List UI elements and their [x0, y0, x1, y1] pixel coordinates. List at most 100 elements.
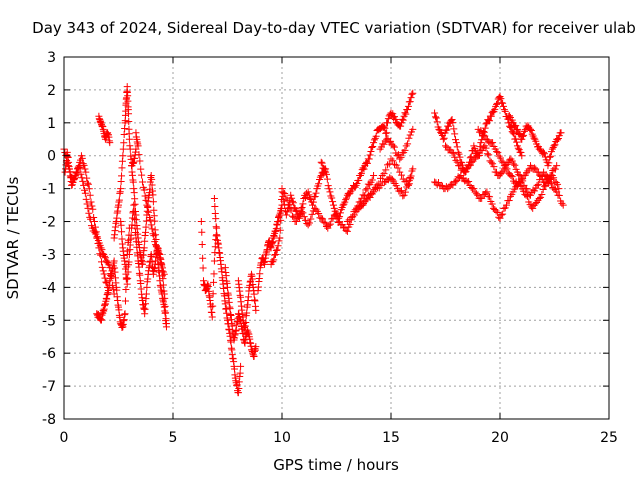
data-point — [486, 193, 494, 201]
data-point — [401, 178, 409, 186]
data-point — [368, 190, 376, 198]
y-tick-label: -7 — [42, 379, 56, 395]
data-point — [210, 278, 218, 286]
data-point — [88, 224, 96, 232]
data-point — [209, 290, 217, 298]
data-point — [343, 218, 351, 226]
data-point — [315, 180, 323, 188]
data-point — [316, 173, 324, 181]
data-point — [495, 94, 503, 102]
data-point — [156, 254, 164, 262]
data-point — [369, 142, 377, 150]
data-point — [76, 164, 84, 172]
data-point — [113, 286, 121, 294]
data-point — [79, 177, 87, 185]
data-point — [362, 186, 370, 194]
data-point — [86, 191, 94, 199]
data-point — [383, 129, 391, 137]
data-point — [363, 159, 371, 167]
data-point — [478, 146, 486, 154]
data-point — [295, 211, 303, 219]
data-point — [80, 181, 88, 189]
data-point — [209, 302, 217, 310]
data-point — [343, 194, 351, 202]
data-point — [543, 158, 551, 166]
data-point — [439, 135, 447, 143]
data-point — [125, 110, 133, 118]
tick-layer: 0 5 10 15 20 25 -8 -7 -6 -5 -4 -3 -2 -1 0 1 2 3 — [42, 50, 618, 446]
data-point — [409, 89, 417, 97]
data-point — [252, 343, 260, 351]
data-point — [462, 165, 470, 173]
data-point — [431, 109, 439, 117]
data-point — [318, 159, 326, 167]
data-point — [79, 160, 87, 168]
data-point — [401, 146, 409, 154]
data-point — [312, 189, 320, 197]
data-point — [481, 124, 489, 132]
x-tick-label: 0 — [60, 430, 69, 446]
data-point — [161, 309, 169, 317]
points-layer — [60, 83, 567, 397]
data-point — [77, 156, 85, 164]
data-point — [198, 228, 206, 236]
data-point — [535, 195, 543, 203]
data-point — [487, 112, 495, 120]
data-point — [488, 200, 496, 208]
data-point — [119, 145, 127, 153]
data-point — [91, 218, 99, 226]
data-point — [277, 216, 285, 224]
data-point — [554, 134, 562, 142]
data-point — [272, 246, 280, 254]
data-point — [135, 263, 143, 271]
data-point — [382, 166, 390, 174]
data-point — [502, 163, 510, 171]
data-point — [109, 285, 117, 293]
x-tick-label: 20 — [491, 430, 509, 446]
data-point — [288, 197, 296, 205]
data-point — [149, 191, 157, 199]
data-point — [547, 171, 555, 179]
data-point — [360, 165, 368, 173]
data-point — [146, 216, 154, 224]
data-point — [499, 99, 507, 107]
data-point — [154, 249, 162, 257]
data-point — [100, 270, 108, 278]
data-point — [144, 203, 152, 211]
data-point — [498, 99, 506, 107]
data-point — [324, 224, 332, 232]
data-point — [324, 182, 332, 190]
data-point — [124, 274, 132, 282]
data-point — [317, 214, 325, 222]
data-point — [559, 201, 567, 209]
data-point — [493, 100, 501, 108]
data-point — [210, 270, 218, 278]
data-point — [483, 188, 491, 196]
data-point — [117, 185, 125, 193]
data-point — [230, 365, 238, 373]
y-tick-label: 3 — [47, 50, 56, 66]
data-point — [500, 106, 508, 114]
data-point — [350, 211, 358, 219]
data-point — [199, 264, 207, 272]
data-point — [77, 170, 85, 178]
data-point — [130, 189, 138, 197]
data-point — [305, 191, 313, 199]
data-point — [470, 185, 478, 193]
data-point — [518, 152, 526, 160]
data-point — [380, 123, 388, 131]
data-point — [72, 171, 80, 179]
data-point — [404, 140, 412, 148]
data-point — [557, 129, 565, 137]
data-point — [110, 257, 118, 265]
data-point — [281, 190, 289, 198]
data-point — [326, 188, 334, 196]
data-point — [390, 114, 398, 122]
data-point — [84, 180, 92, 188]
data-point — [142, 196, 150, 204]
data-point — [396, 187, 404, 195]
data-point — [127, 231, 135, 239]
data-point — [455, 150, 463, 158]
data-point — [547, 180, 555, 188]
data-point — [513, 138, 521, 146]
